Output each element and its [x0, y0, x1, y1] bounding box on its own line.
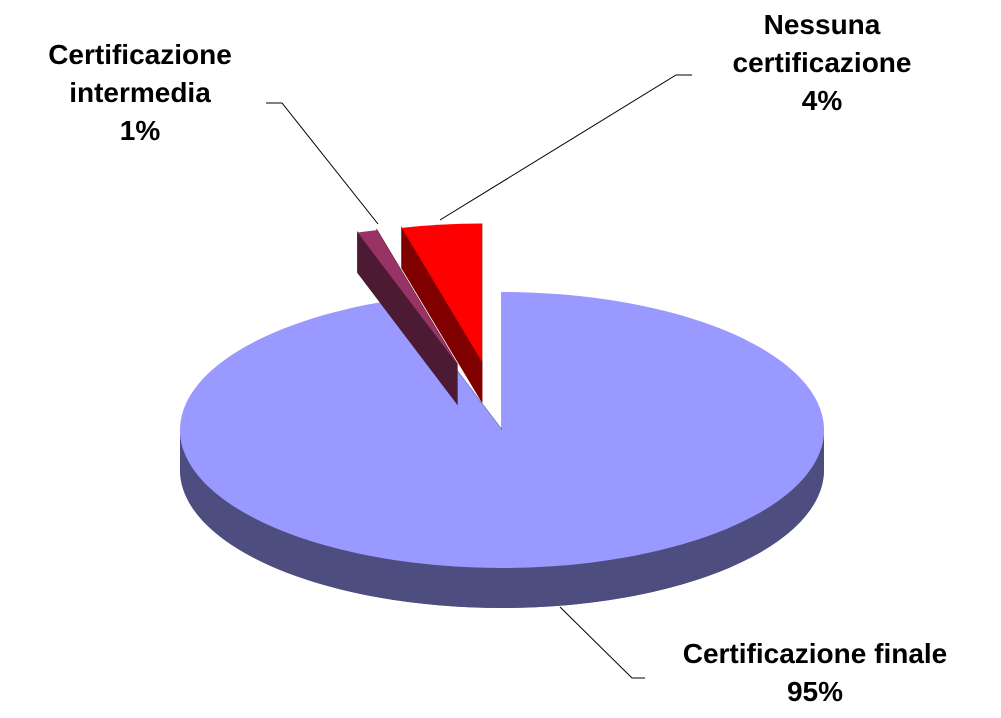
- value-label: 95%: [786, 676, 844, 707]
- category-label: Certificazione finale: [682, 638, 948, 669]
- category-label: Nessuna certificazione: [732, 9, 912, 78]
- slice: [357, 230, 458, 364]
- leader-line: [559, 606, 645, 679]
- leader-line: [266, 102, 379, 225]
- slice-label: Nessuna certificazione 4%: [692, 6, 952, 120]
- slice: [180, 292, 825, 568]
- slice-label: Certificazione finale 95%: [630, 635, 1000, 711]
- category-label: Certificazione intermedia: [48, 39, 232, 108]
- slice: [401, 223, 482, 362]
- value-label: 4%: [801, 85, 843, 116]
- slice-label: Certificazione intermedia 1%: [10, 36, 270, 150]
- value-label: 1%: [119, 115, 161, 146]
- leader-line: [439, 74, 692, 221]
- slice-side: [180, 430, 824, 608]
